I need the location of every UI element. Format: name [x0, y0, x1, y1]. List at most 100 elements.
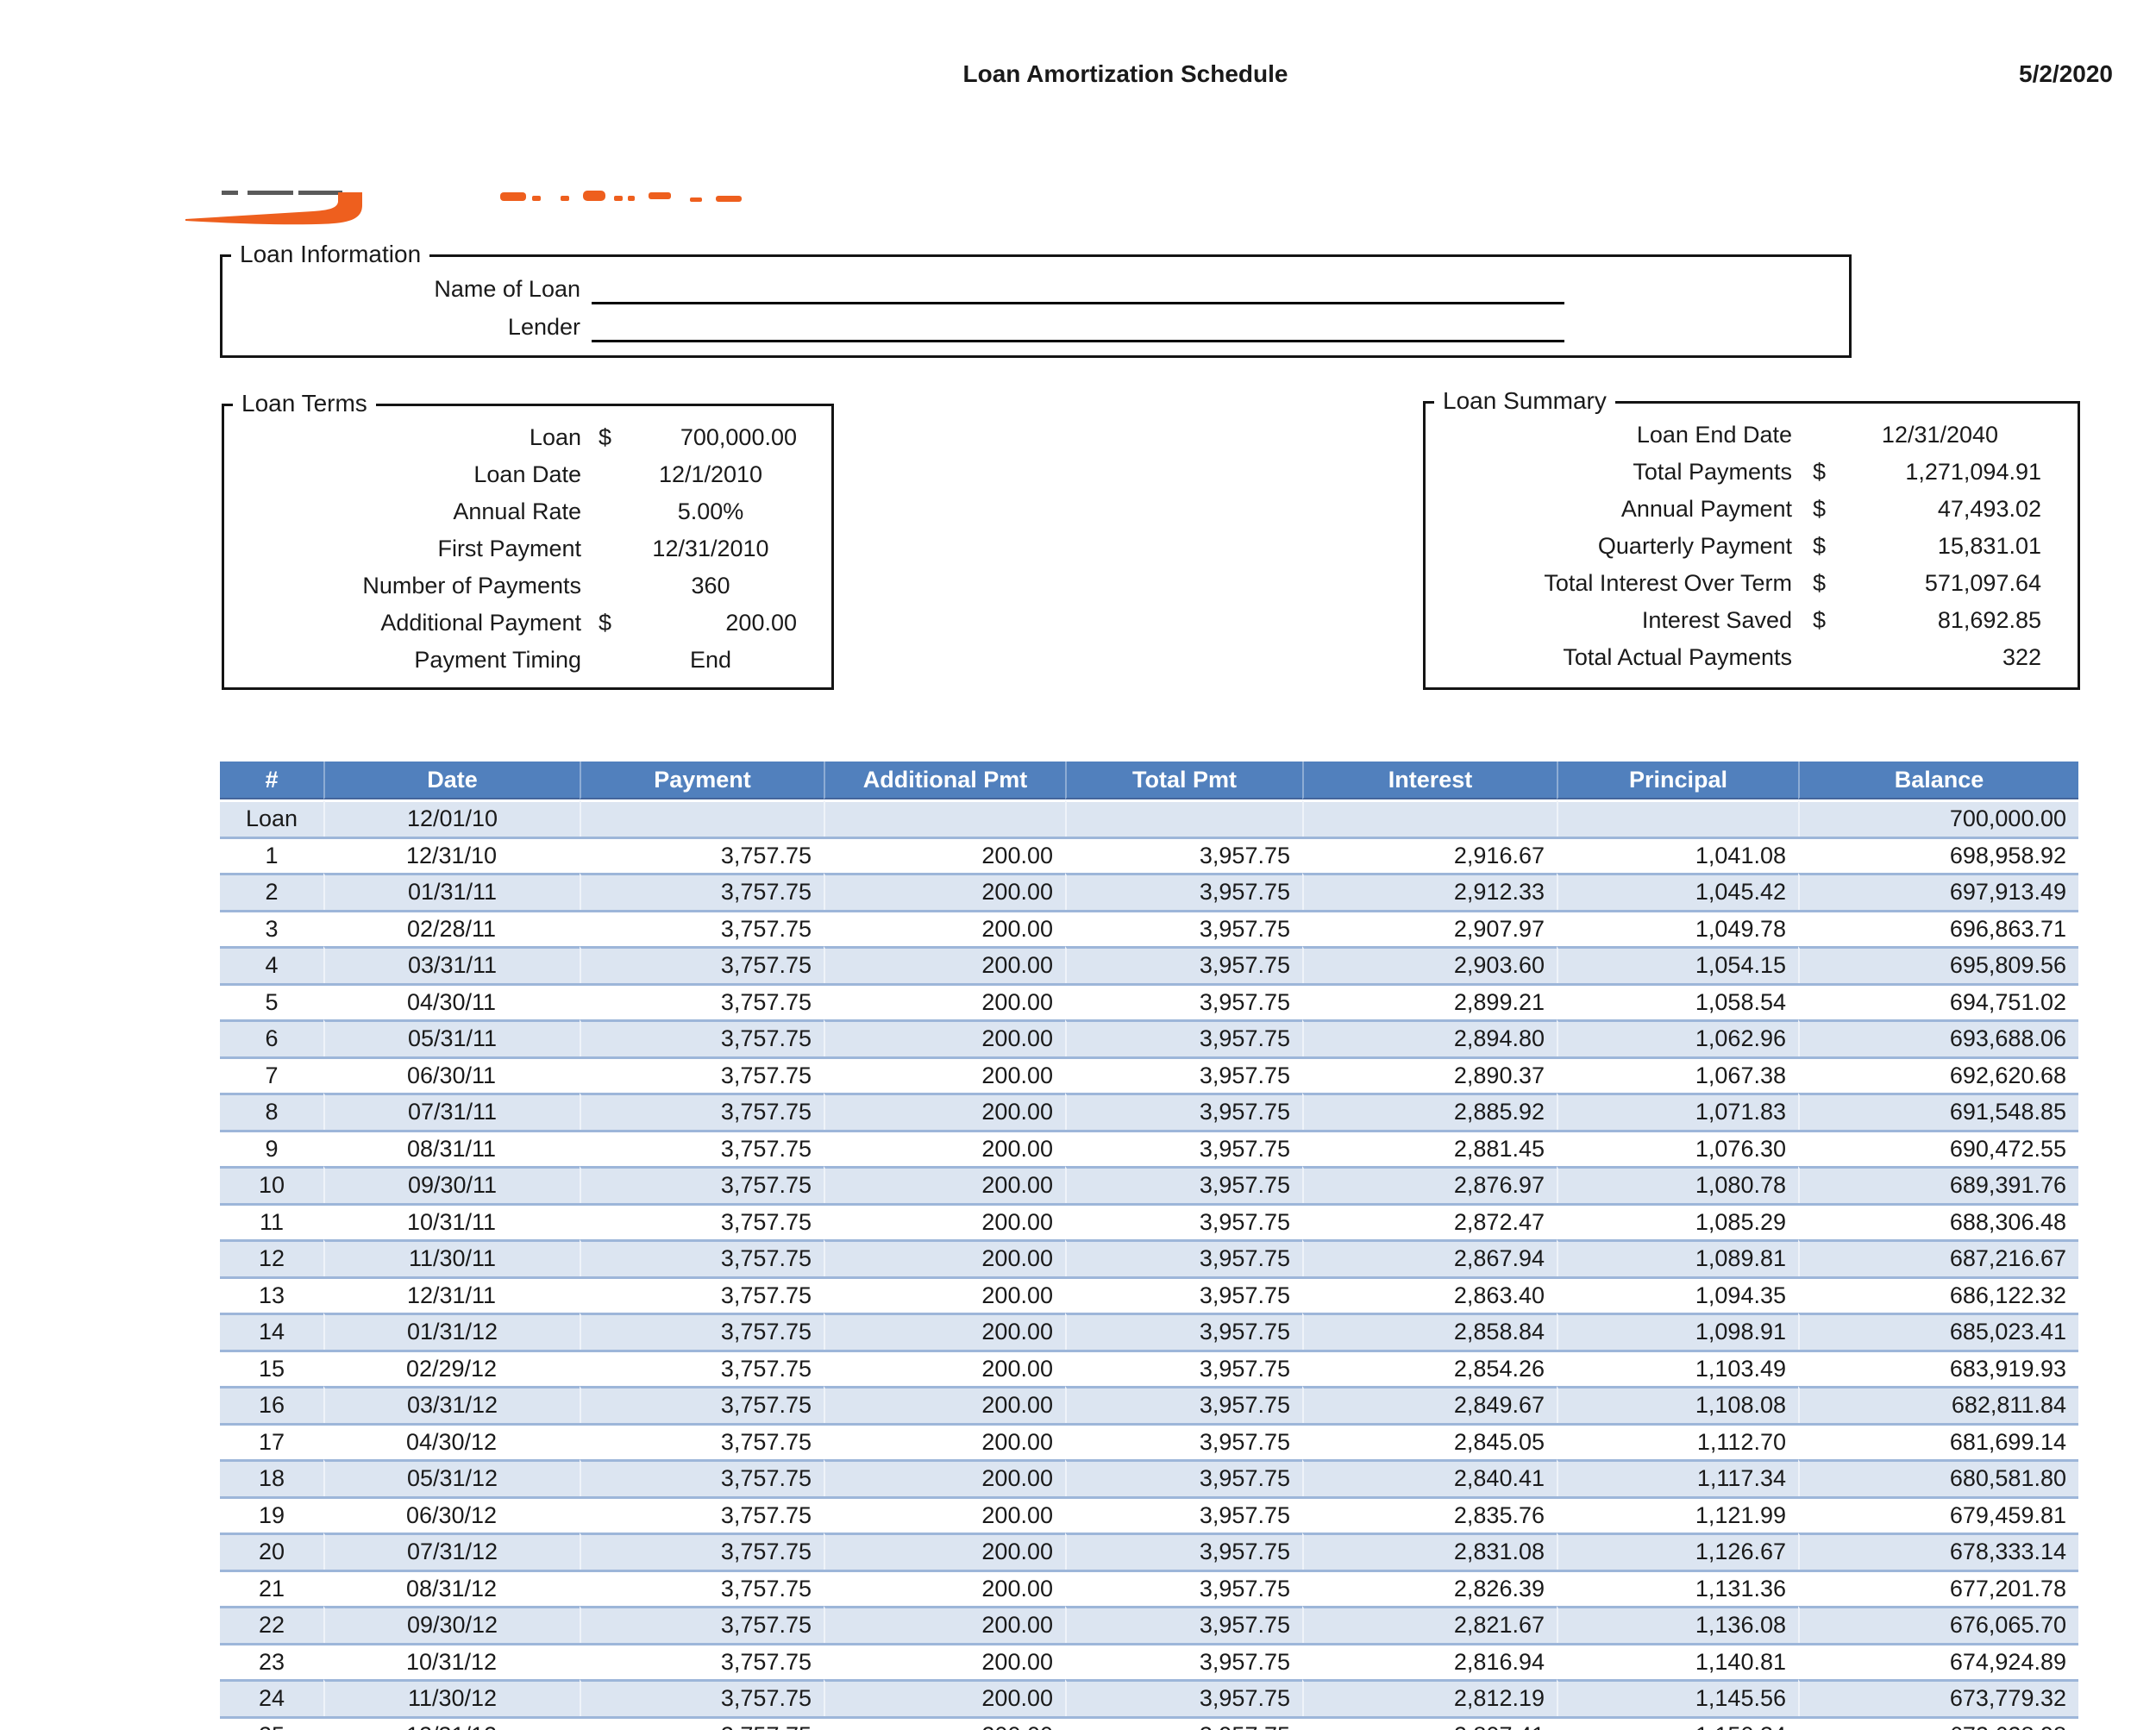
table-cell: 692,620.68 — [1798, 1056, 2078, 1093]
table-cell: 1,080.78 — [1557, 1166, 1798, 1203]
table-cell: 3,757.75 — [580, 1533, 824, 1570]
table-row: 13 12/31/11 3,757.75 200.00 3,957.75 2,863.40… — [220, 1276, 2078, 1313]
table-cell: 12 — [220, 1239, 323, 1276]
loan-terms-box: Loan Terms Loan $700,000.00 Loan Date 12/1/… — [222, 390, 834, 690]
table-cell: 200.00 — [824, 836, 1065, 873]
column-header: Principal — [1557, 762, 1798, 799]
field-label: Annual Payment — [1620, 496, 1792, 522]
table-cell: 200.00 — [824, 1239, 1065, 1276]
table-row: 23 10/31/12 3,757.75 200.00 3,957.75 2,816.94… — [220, 1642, 2078, 1679]
table-cell: 1,108.08 — [1557, 1386, 1798, 1423]
loan-summary-rows: Loan End Date 12/31/2040 Total Payments $1,… — [1436, 417, 2041, 676]
table-cell: 679,459.81 — [1798, 1495, 2078, 1533]
table-row: 6 05/31/11 3,757.75 200.00 3,957.75 2,894.80 1… — [220, 1019, 2078, 1056]
field-value: 12/31/2010 — [652, 536, 769, 561]
logo-gray-dashes — [222, 191, 342, 195]
table-cell: 3,957.75 — [1065, 1349, 1302, 1386]
table-cell: 4 — [220, 946, 323, 983]
table-cell: 3,957.75 — [1065, 1495, 1302, 1533]
table-cell: 3,757.75 — [580, 836, 824, 873]
table-cell: 04/30/11 — [323, 982, 580, 1019]
field-label: Total Actual Payments — [1563, 644, 1792, 670]
table-cell: 1,136.08 — [1557, 1606, 1798, 1643]
table-cell — [1065, 799, 1302, 837]
table-cell — [1557, 799, 1798, 837]
table-cell: 2 — [220, 873, 323, 910]
table-cell: 3,957.75 — [1065, 873, 1302, 910]
table-cell: 09/30/11 — [323, 1166, 580, 1203]
table-cell: 200.00 — [824, 1056, 1065, 1093]
currency-symbol: $ — [1813, 607, 1827, 633]
currency-symbol: $ — [1813, 459, 1827, 485]
table-cell: 1,098.91 — [1557, 1313, 1798, 1350]
table-cell: 694,751.02 — [1798, 982, 2078, 1019]
field-value: End — [689, 647, 732, 673]
table-cell: 2,916.67 — [1302, 836, 1557, 873]
column-header: Additional Pmt — [824, 762, 1065, 799]
name-of-loan-input[interactable] — [592, 302, 1564, 304]
table-cell: 3,757.75 — [580, 1129, 824, 1166]
field-label: First Payment — [437, 536, 581, 561]
table-cell: 01/31/11 — [323, 873, 580, 910]
table-cell: 20 — [220, 1533, 323, 1570]
table-cell: 6 — [220, 1019, 323, 1056]
table-cell: 1,145.56 — [1557, 1679, 1798, 1716]
table-cell: 10 — [220, 1166, 323, 1203]
column-header: Total Pmt — [1065, 762, 1302, 799]
table-cell: 3,957.75 — [1065, 1313, 1302, 1350]
table-cell: 2,812.19 — [1302, 1679, 1557, 1716]
table-cell: 681,699.14 — [1798, 1422, 2078, 1459]
table-cell: 3,757.75 — [580, 1422, 824, 1459]
table-row: 2512/31/123,757.75200.003,957.752,807.41… — [220, 1715, 2078, 1730]
table-cell: 1,103.49 — [1557, 1349, 1798, 1386]
print-date: 5/2/2020 — [2019, 60, 2113, 87]
table-cell: 12/01/10 — [323, 799, 580, 837]
table-cell: 3,957.75 — [1065, 836, 1302, 873]
table-cell: 3,757.75 — [580, 909, 824, 946]
table-cell: 11/30/12 — [323, 1679, 580, 1716]
table-cell: 200.00 — [824, 1386, 1065, 1423]
field-label: Annual Rate — [453, 498, 581, 524]
table-cell: 2,881.45 — [1302, 1129, 1557, 1166]
table-row: 9 08/31/11 3,757.75 200.00 3,957.75 2,881.45 1… — [220, 1129, 2078, 1166]
table-cell: 3,757.75 — [580, 1093, 824, 1130]
field-label: Loan Date — [473, 461, 581, 487]
table-cell: 08/31/11 — [323, 1129, 580, 1166]
table-cell: 700,000.00 — [1798, 799, 2078, 837]
table-cell: 11/30/11 — [323, 1239, 580, 1276]
table-cell: 691,548.85 — [1798, 1093, 2078, 1130]
field-value: 47,493.02 — [1937, 496, 2041, 522]
field-row: First Payment 12/31/2010 — [235, 530, 797, 567]
table-cell: 2,907.97 — [1302, 909, 1557, 946]
table-cell: 3,757.75 — [580, 1202, 824, 1239]
table-cell: 3,957.75 — [1065, 1166, 1302, 1203]
table-cell: 3,757.75 — [580, 1459, 824, 1496]
table-cell: 3,757.75 — [580, 1313, 824, 1350]
table-cell: 3,757.75 — [580, 1349, 824, 1386]
table-cell: 689,391.76 — [1798, 1166, 2078, 1203]
table-cell: 1,089.81 — [1557, 1239, 1798, 1276]
column-header: Date — [323, 762, 580, 799]
table-cell: 2,899.21 — [1302, 982, 1557, 1019]
table-cell: 3,957.75 — [1065, 1533, 1302, 1570]
table-cell: 695,809.56 — [1798, 946, 2078, 983]
table-cell: 06/30/11 — [323, 1056, 580, 1093]
table-cell: 674,924.89 — [1798, 1642, 2078, 1679]
lender-input[interactable] — [592, 340, 1564, 342]
table-cell: 1,112.70 — [1557, 1422, 1798, 1459]
field-value: 15,831.01 — [1937, 533, 2041, 559]
table-cell: 682,811.84 — [1798, 1386, 2078, 1423]
table-cell: 3,757.75 — [580, 1679, 824, 1716]
table-cell: 2,826.39 — [1302, 1569, 1557, 1606]
table-cell: 3,957.75 — [1065, 1569, 1302, 1606]
field-row: Total Payments $1,271,094.91 — [1436, 454, 2041, 491]
table-cell: 23 — [220, 1642, 323, 1679]
table-cell: 1,054.15 — [1557, 946, 1798, 983]
table-cell: 1,076.30 — [1557, 1129, 1798, 1166]
table-row: 24 11/30/12 3,757.75 200.00 3,957.75 2,812.19… — [220, 1679, 2078, 1716]
table-row: 4 03/31/11 3,757.75 200.00 3,957.75 2,903.60 1… — [220, 946, 2078, 983]
table-cell: 3,957.75 — [1065, 1056, 1302, 1093]
table-cell: 3 — [220, 909, 323, 946]
column-header: # — [220, 762, 323, 799]
